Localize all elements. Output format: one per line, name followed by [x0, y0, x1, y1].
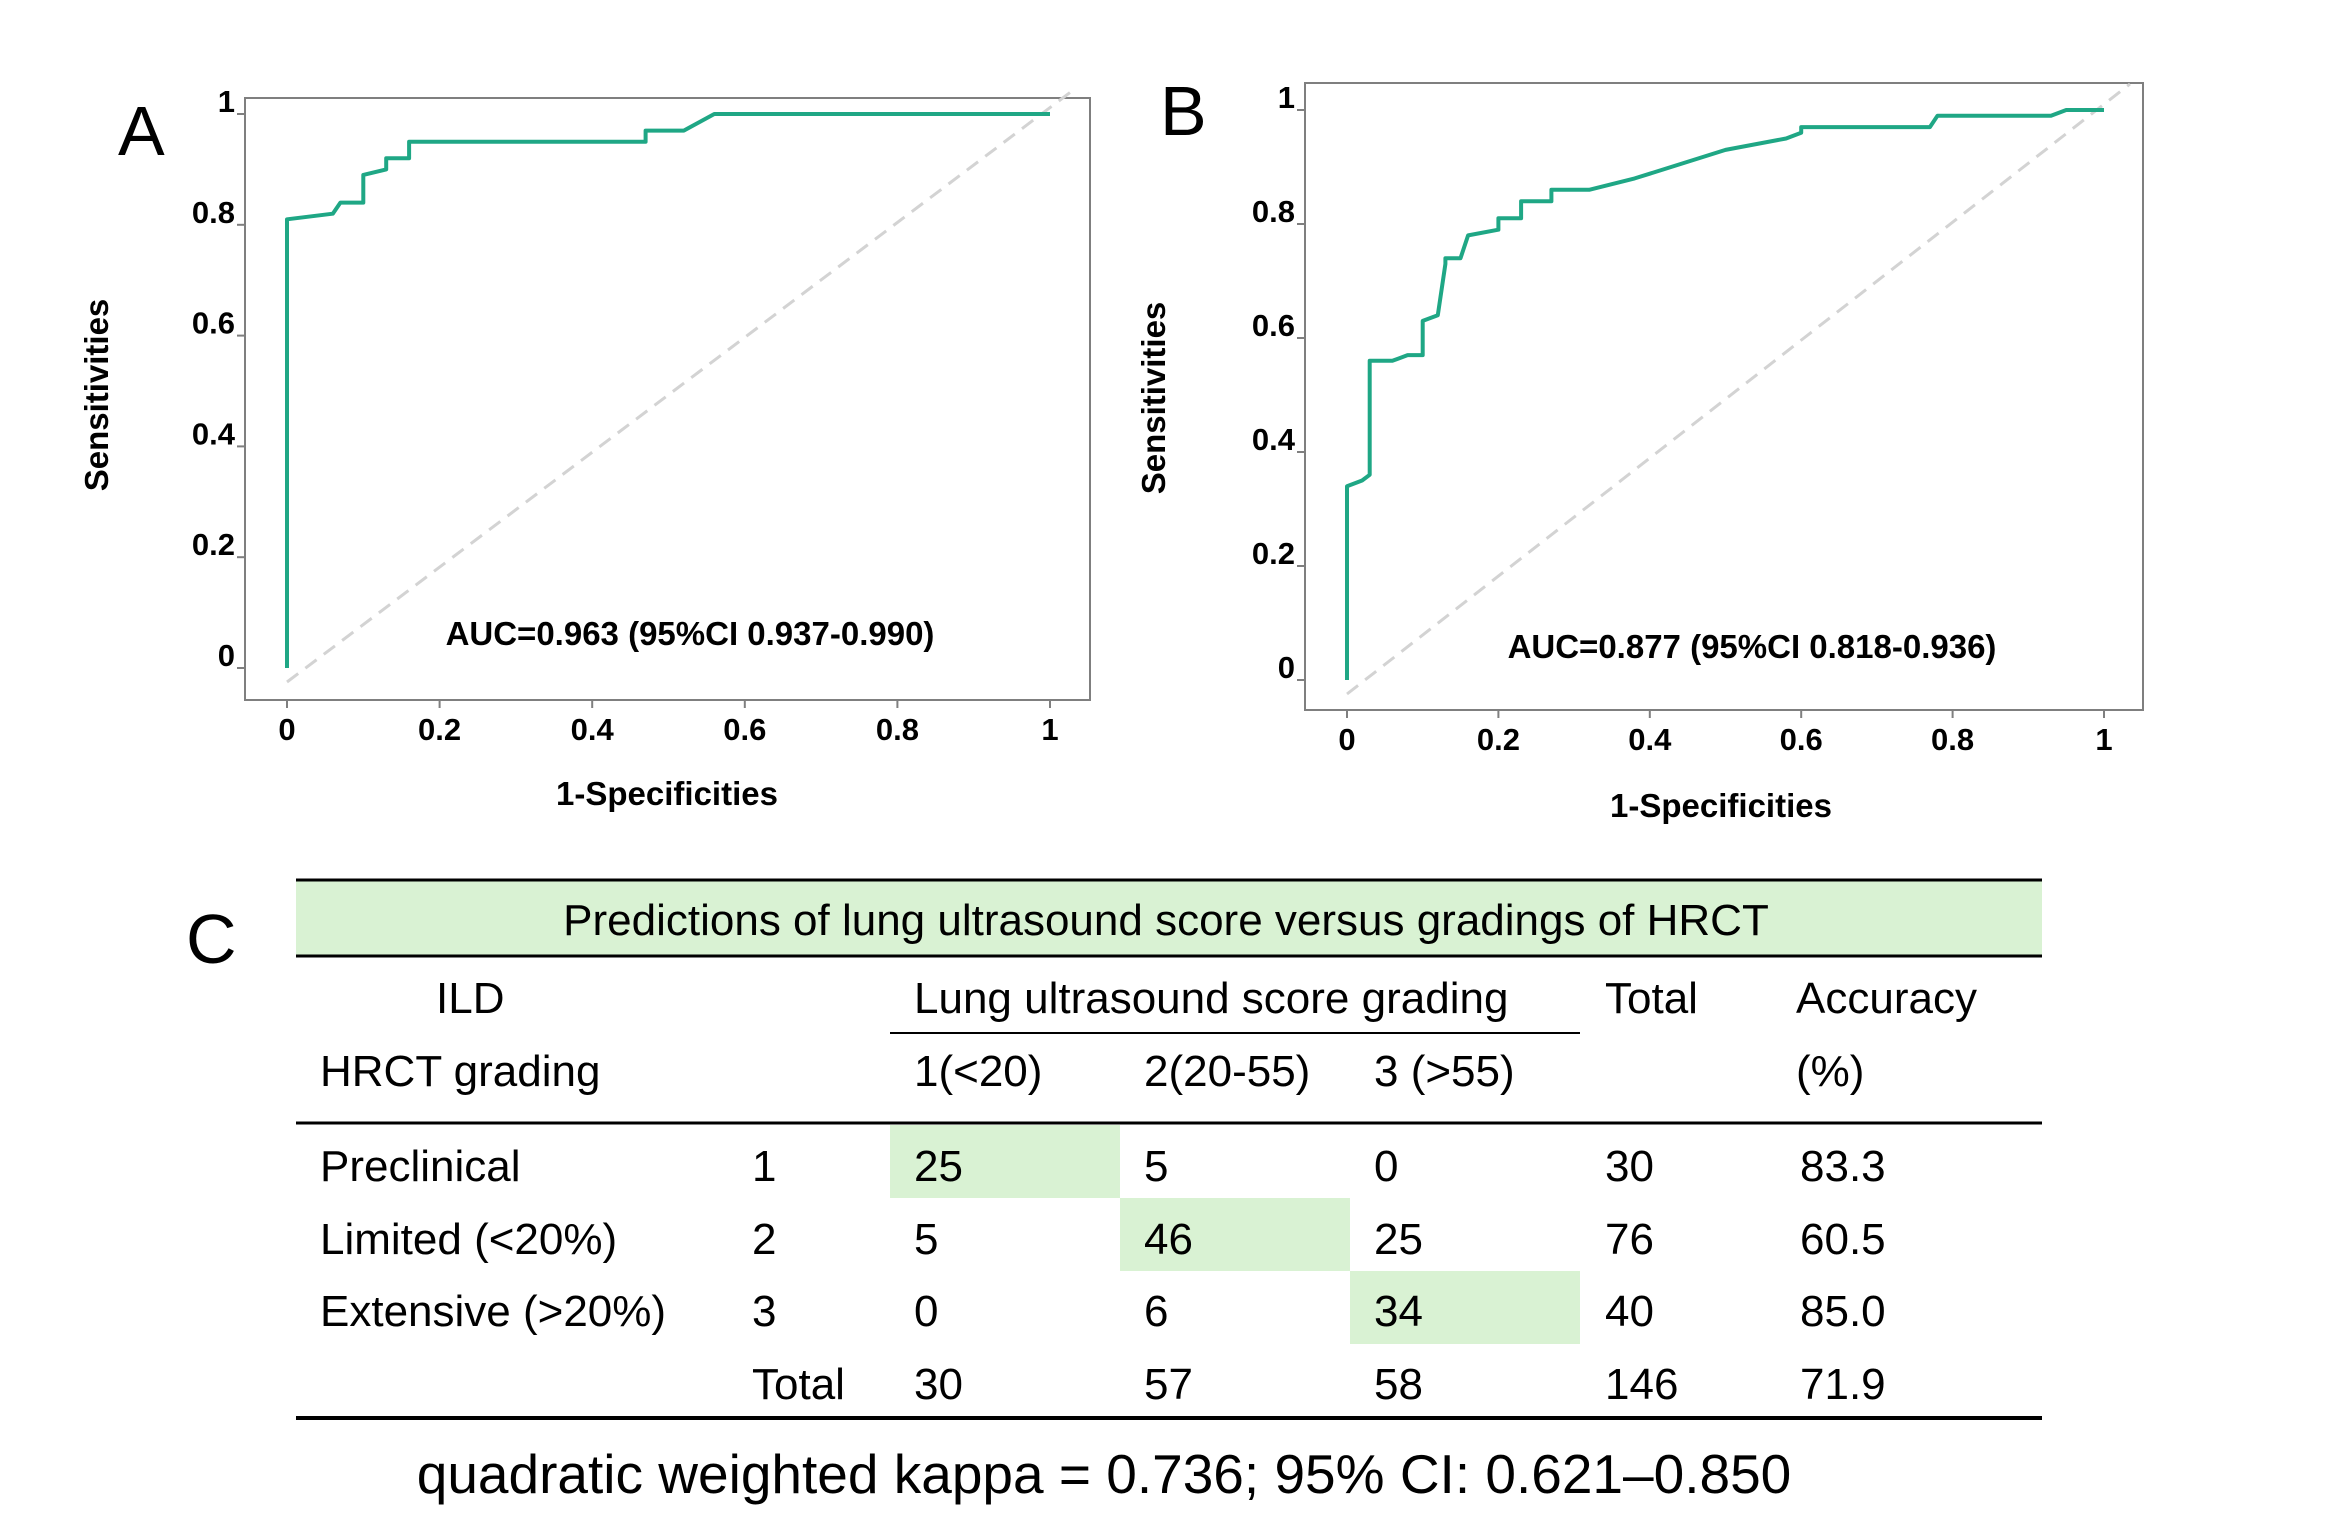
x-tick-label: 1 — [2095, 722, 2112, 757]
x-axis-title-a: 1-Specificities — [556, 775, 778, 812]
header-ild: ILD — [436, 974, 504, 1023]
table-title-band — [296, 880, 2042, 956]
table-cell: 34 — [1374, 1287, 1423, 1336]
y-tick-label: 1 — [218, 84, 235, 119]
x-tick-label: 0.6 — [1780, 722, 1823, 757]
table-cell: 5 — [914, 1215, 938, 1264]
x-tick-label: 0.8 — [1931, 722, 1974, 757]
row-grade: 2 — [752, 1215, 776, 1264]
table-cell: 0 — [914, 1287, 938, 1336]
header-lus-grading: Lung ultrasound score grading — [914, 974, 1508, 1023]
table-cell: 0 — [1374, 1142, 1398, 1191]
row-total: 30 — [1605, 1142, 1654, 1191]
y-tick-label: 1 — [1278, 80, 1295, 115]
row-label: Preclinical — [320, 1142, 521, 1191]
panel-label-c: C — [186, 900, 237, 978]
table-cell: 5 — [1144, 1142, 1168, 1191]
y-tick-label: 0.4 — [192, 416, 236, 451]
header-hrct-grading: HRCT grading — [320, 1047, 600, 1096]
roc-chart-a: A Sensitivities 1-Specificities AUC=0.96… — [78, 84, 1091, 812]
x-tick-label: 0.8 — [876, 712, 919, 747]
auc-annotation-b: AUC=0.877 (95%CI 0.818-0.936) — [1508, 628, 1997, 665]
panel-label-b: B — [1160, 72, 1207, 150]
row-total: 40 — [1605, 1287, 1654, 1336]
table-cell: 57 — [1144, 1360, 1193, 1409]
row-total: 76 — [1605, 1215, 1654, 1264]
row-grade: 3 — [752, 1287, 776, 1336]
row-grade: Total — [752, 1360, 845, 1409]
x-tick-label: 0.4 — [1628, 722, 1672, 757]
y-tick-label: 0.8 — [192, 195, 235, 230]
x-tick-label: 0.2 — [418, 712, 461, 747]
roc-curve — [1345, 108, 2104, 680]
table-cell: 30 — [914, 1360, 963, 1409]
y-axis-title-b: Sensitivities — [1135, 302, 1172, 495]
panel-label-a: A — [118, 92, 165, 170]
y-tick-label: 0.6 — [192, 306, 235, 341]
x-tick-label: 0.4 — [571, 712, 615, 747]
kappa-statistic: quadratic weighted kappa = 0.736; 95% CI… — [0, 1442, 2328, 1506]
row-label: Extensive (>20%) — [320, 1287, 666, 1336]
diagonal-cell-highlight — [1120, 1198, 1350, 1271]
y-tick-label: 0.2 — [1252, 536, 1295, 571]
header-accuracy-unit: (%) — [1796, 1047, 1864, 1096]
kappa-text: quadratic weighted kappa = 0.736; 95% CI… — [416, 1443, 1792, 1505]
header-lus-col-1: 1(<20) — [914, 1047, 1042, 1096]
auc-annotation-a: AUC=0.963 (95%CI 0.937-0.990) — [446, 615, 935, 652]
header-lus-col-3: 3 (>55) — [1374, 1047, 1515, 1096]
reference-diagonal — [1346, 82, 2131, 696]
y-tick-label: 0.6 — [1252, 308, 1295, 343]
table-cell: 46 — [1144, 1215, 1193, 1264]
y-tick-label: 0 — [1278, 650, 1295, 685]
y-tick-label: 0.2 — [192, 527, 235, 562]
table-cell: 25 — [1374, 1215, 1423, 1264]
y-tick-label: 0 — [218, 638, 235, 673]
table-cell: 58 — [1374, 1360, 1423, 1409]
roc-curve — [285, 112, 1050, 668]
x-tick-label: 0.6 — [723, 712, 766, 747]
diagonal-cell-highlight — [890, 1125, 1120, 1198]
header-total: Total — [1605, 974, 1698, 1023]
y-tick-label: 0.8 — [1252, 194, 1295, 229]
y-axis-title-a: Sensitivities — [78, 299, 115, 492]
row-grade: 1 — [752, 1142, 776, 1191]
table-cell: 6 — [1144, 1287, 1168, 1336]
header-accuracy: Accuracy — [1796, 974, 1977, 1023]
x-tick-label: 1 — [1041, 712, 1058, 747]
reference-diagonal — [286, 86, 1077, 684]
row-accuracy: 71.9 — [1800, 1360, 1886, 1409]
row-total: 146 — [1605, 1360, 1678, 1409]
plot-frame — [1304, 82, 2144, 711]
roc-chart-b: B Sensitivities 1-Specificities AUC=0.87… — [1135, 72, 2144, 824]
row-accuracy: 60.5 — [1800, 1215, 1886, 1264]
table-title: Predictions of lung ultrasound score ver… — [563, 896, 1769, 945]
plot-frame — [244, 97, 1091, 701]
confusion-table: C Predictions of lung ultrasound score v… — [186, 878, 2042, 1420]
x-tick-label: 0.2 — [1477, 722, 1520, 757]
x-tick-label: 0 — [1338, 722, 1355, 757]
row-label: Limited (<20%) — [320, 1215, 617, 1264]
header-lus-col-2: 2(20-55) — [1144, 1047, 1310, 1096]
diagonal-cell-highlight — [1350, 1271, 1580, 1344]
row-accuracy: 85.0 — [1800, 1287, 1886, 1336]
row-accuracy: 83.3 — [1800, 1142, 1886, 1191]
table-cell: 25 — [914, 1142, 963, 1191]
y-tick-label: 0.4 — [1252, 422, 1296, 457]
x-tick-label: 0 — [278, 712, 295, 747]
x-axis-title-b: 1-Specificities — [1610, 787, 1832, 824]
